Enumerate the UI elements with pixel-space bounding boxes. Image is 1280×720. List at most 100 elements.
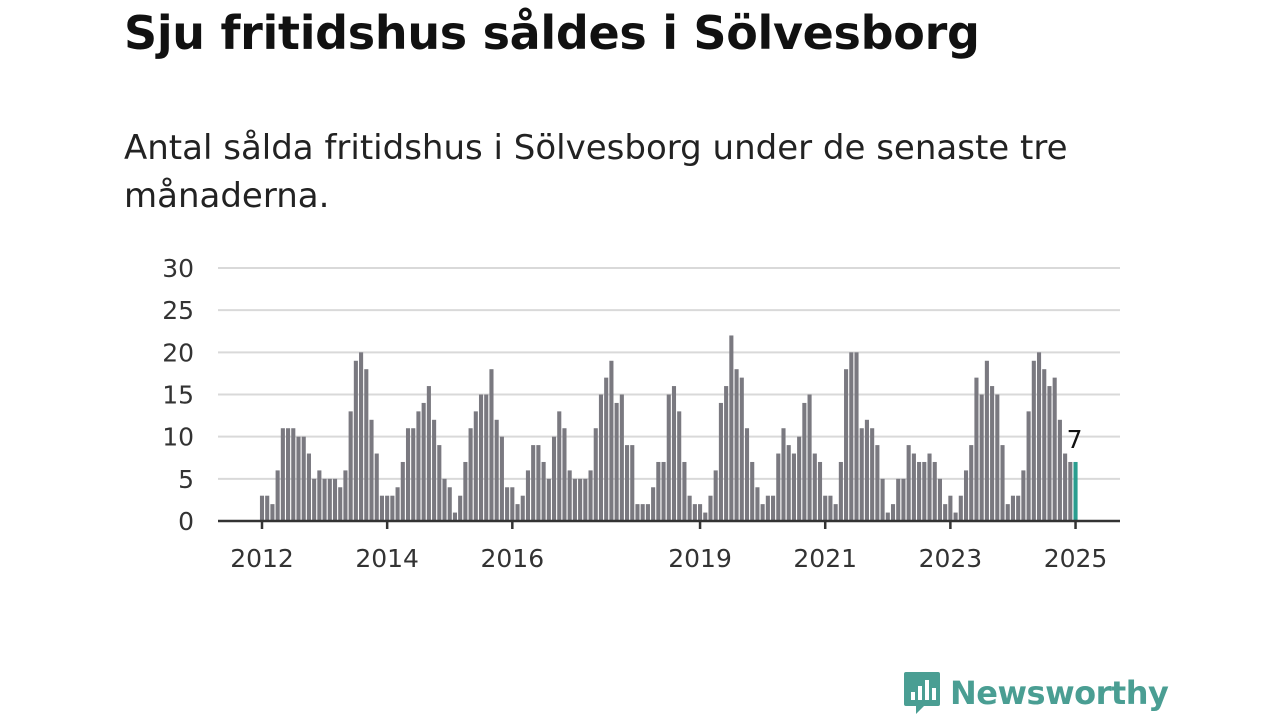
bar bbox=[760, 504, 765, 521]
bar bbox=[953, 512, 958, 521]
bar bbox=[275, 470, 280, 521]
bar bbox=[911, 453, 916, 521]
bar bbox=[724, 386, 729, 521]
bar bbox=[739, 377, 744, 521]
bar bbox=[870, 428, 875, 521]
bar bbox=[630, 445, 635, 521]
bar bbox=[823, 495, 828, 521]
bar bbox=[651, 487, 656, 521]
bar bbox=[265, 495, 270, 521]
bar bbox=[604, 377, 609, 521]
bar bbox=[698, 504, 703, 521]
bar bbox=[1010, 495, 1016, 521]
bar bbox=[729, 335, 734, 521]
bar bbox=[312, 478, 317, 521]
bar bbox=[400, 461, 405, 521]
bar bbox=[880, 478, 885, 521]
bar bbox=[844, 369, 849, 521]
bar bbox=[984, 360, 989, 521]
bar bbox=[463, 461, 468, 521]
y-tick-label: 30 bbox=[162, 254, 194, 283]
bar bbox=[917, 461, 922, 521]
bar bbox=[703, 512, 708, 521]
bar bbox=[447, 487, 452, 521]
bar bbox=[484, 394, 489, 521]
bar bbox=[692, 504, 697, 521]
chart-title: Sju fritidshus såldes i Sölvesborg bbox=[124, 6, 980, 60]
bar bbox=[588, 470, 593, 521]
bar bbox=[640, 504, 645, 521]
bar bbox=[619, 394, 624, 521]
bar bbox=[979, 394, 984, 521]
bar bbox=[906, 445, 911, 521]
bar bbox=[859, 428, 864, 521]
bar bbox=[927, 453, 932, 521]
bar bbox=[572, 478, 577, 521]
bar bbox=[338, 487, 343, 521]
x-tick-label: 2023 bbox=[919, 544, 983, 573]
bar bbox=[364, 369, 369, 521]
bar bbox=[551, 436, 557, 521]
bar bbox=[771, 495, 776, 521]
bar bbox=[405, 428, 411, 521]
bar bbox=[896, 478, 901, 521]
bar bbox=[812, 453, 817, 521]
y-tick-label: 15 bbox=[162, 381, 194, 410]
bar bbox=[948, 495, 953, 521]
bar bbox=[734, 369, 739, 521]
newsworthy-logo: Newsworthy bbox=[902, 670, 1169, 716]
bar bbox=[385, 495, 390, 521]
bar bbox=[598, 394, 604, 521]
y-tick-label: 20 bbox=[162, 338, 194, 367]
bar bbox=[786, 445, 791, 521]
bar bbox=[499, 436, 504, 521]
bar bbox=[943, 504, 948, 521]
bar bbox=[421, 402, 426, 521]
bar bbox=[625, 445, 630, 521]
bar bbox=[682, 461, 687, 521]
bar bbox=[645, 504, 650, 521]
bar bbox=[776, 453, 781, 521]
bar bbox=[661, 461, 666, 521]
bar bbox=[468, 428, 473, 521]
bar bbox=[317, 470, 322, 521]
bar bbox=[864, 419, 869, 521]
bar bbox=[849, 352, 854, 521]
bar bbox=[327, 478, 332, 521]
bar bbox=[838, 461, 843, 521]
last-value-label: 7 bbox=[1067, 425, 1083, 454]
bar bbox=[1026, 411, 1031, 521]
bar bbox=[677, 411, 682, 521]
bar bbox=[1021, 470, 1026, 521]
bar bbox=[885, 512, 890, 521]
bar bbox=[708, 495, 713, 521]
bar bbox=[525, 470, 531, 521]
bar bbox=[890, 504, 896, 521]
bar bbox=[1057, 419, 1062, 521]
bar bbox=[614, 402, 619, 521]
bar bbox=[1016, 495, 1021, 521]
y-tick-label: 25 bbox=[162, 296, 194, 325]
bar bbox=[1047, 386, 1052, 521]
bar bbox=[578, 478, 583, 521]
bar bbox=[1052, 377, 1057, 521]
bar bbox=[718, 402, 723, 521]
bar bbox=[395, 487, 400, 521]
chart-subtitle: Antal sålda fritidshus i Sölvesborg unde… bbox=[124, 128, 1068, 216]
bar bbox=[802, 402, 807, 521]
bar bbox=[875, 445, 880, 521]
bar bbox=[974, 377, 979, 521]
bar bbox=[520, 495, 525, 521]
bar bbox=[359, 352, 364, 521]
bar bbox=[833, 504, 838, 521]
bar bbox=[958, 495, 963, 521]
bar bbox=[995, 394, 1000, 521]
bar bbox=[901, 478, 906, 521]
bar bbox=[1005, 504, 1010, 521]
bar bbox=[343, 470, 348, 521]
bar bbox=[259, 495, 265, 521]
bar bbox=[666, 394, 671, 521]
bar bbox=[817, 461, 823, 521]
bar bbox=[656, 461, 661, 521]
bar bbox=[791, 453, 796, 521]
